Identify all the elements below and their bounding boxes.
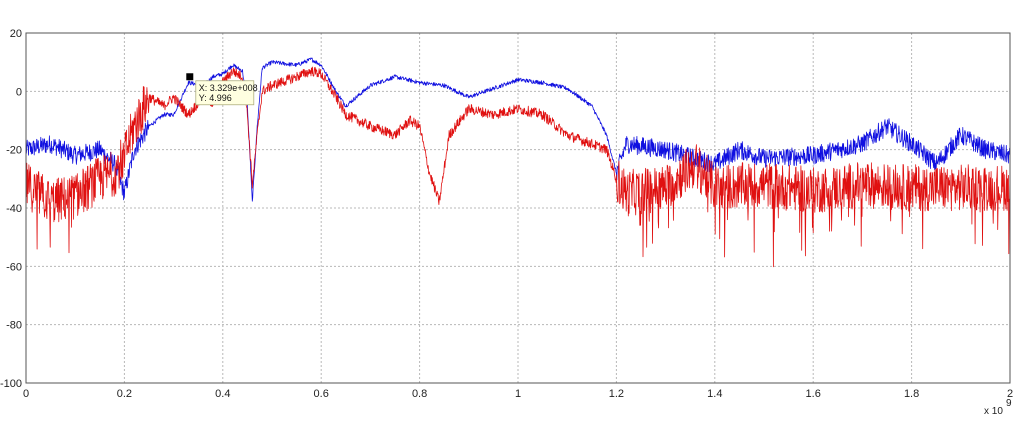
x-tick-label: 0.2 xyxy=(117,388,132,400)
axes-box xyxy=(25,32,1011,384)
y-tick-label: -80 xyxy=(6,320,22,332)
series-line-1 xyxy=(25,57,1011,202)
x-tick-label: 1.4 xyxy=(707,388,722,400)
x-tick-label: 1.6 xyxy=(806,388,821,400)
x-exponent-power: 9 xyxy=(1006,398,1012,409)
y-tick-label: 20 xyxy=(10,28,22,40)
y-tick-label: -20 xyxy=(6,145,22,157)
data-tip-box xyxy=(195,80,255,106)
y-tick-label: -100 xyxy=(0,378,22,390)
x-tick-label: 2 xyxy=(1007,388,1013,400)
x-tick-label: 1.8 xyxy=(904,388,919,400)
data-tip-y: Y: 4.996 xyxy=(199,93,232,103)
y-tick-label: -60 xyxy=(6,261,22,273)
y-tick-labels: 20 0 -20 -40 -60 -80 -100 xyxy=(0,28,22,390)
x-tick-label: 1.2 xyxy=(609,388,624,400)
series-layer xyxy=(25,57,1011,268)
x-tick-labels: 0 0.2 0.4 0.6 0.8 1 1.2 1.4 1.6 1.8 2 xyxy=(23,388,1013,400)
x-tick-label: 0.8 xyxy=(412,388,427,400)
x-tick-label: 0.6 xyxy=(314,388,329,400)
data-tip-marker[interactable] xyxy=(186,73,194,81)
x-tick-label: 1 xyxy=(515,388,521,400)
data-tip-x: X: 3.329e+008 xyxy=(199,83,258,93)
x-tick-label: 0 xyxy=(23,388,29,400)
data-tip[interactable]: X: 3.329e+008 Y: 4.996 xyxy=(186,73,258,106)
y-tick-label: 0 xyxy=(16,86,22,98)
x-tick-label: 0.4 xyxy=(215,388,230,400)
series-line-2 xyxy=(25,66,1011,268)
y-tick-label: -40 xyxy=(6,203,22,215)
x-exponent-label: x 10 xyxy=(984,406,1003,417)
